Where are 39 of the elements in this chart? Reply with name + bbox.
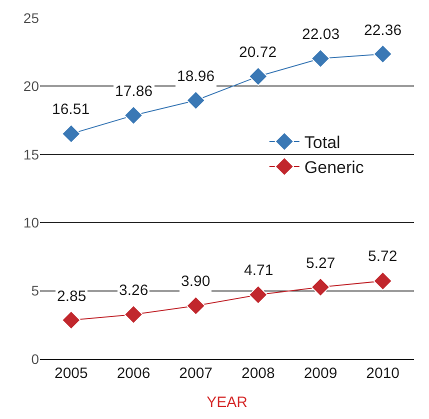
point [124, 304, 144, 324]
point [248, 285, 268, 304]
x-tick-label: 2006 [116, 365, 150, 382]
legend-label: Generic [304, 158, 364, 178]
x-tick-label: 2007 [179, 365, 213, 382]
x-tick-label: 2008 [241, 365, 275, 382]
point [248, 66, 268, 86]
data-label: 4.71 [244, 262, 274, 279]
y-tick-label: 15 [23, 146, 40, 162]
y-tick-label: 20 [23, 78, 40, 94]
y-tick-label: 0 [31, 350, 40, 367]
x-axis-title: YEAR [206, 394, 248, 411]
data-label: 22.36 [364, 22, 402, 39]
data-label: 22.03 [302, 26, 340, 43]
point [186, 90, 206, 110]
legend-label: Total [304, 133, 340, 152]
data-label: 2.85 [57, 288, 86, 305]
data-label: 3.90 [181, 273, 210, 290]
data-label: 20.72 [239, 44, 277, 61]
y-tick-label: 25 [23, 10, 40, 26]
point [62, 124, 81, 144]
point [310, 278, 330, 297]
point [186, 296, 206, 316]
data-label: 16.51 [52, 101, 90, 118]
data-label: 3.26 [119, 282, 148, 299]
y-tick-label: 10 [23, 214, 40, 230]
x-tick-label: 2010 [366, 365, 400, 382]
data-label: 5.27 [306, 255, 336, 272]
data-label: 17.86 [115, 83, 153, 100]
x-tick-label: 2005 [54, 365, 88, 382]
point [373, 271, 392, 291]
point [124, 106, 144, 125]
y-tick-label: 5 [31, 282, 40, 299]
x-tick-label: 2009 [304, 365, 338, 382]
point [373, 44, 392, 64]
point [62, 310, 81, 330]
data-label: 5.72 [368, 248, 398, 265]
data-label: 18.96 [177, 68, 215, 85]
point [310, 48, 330, 68]
